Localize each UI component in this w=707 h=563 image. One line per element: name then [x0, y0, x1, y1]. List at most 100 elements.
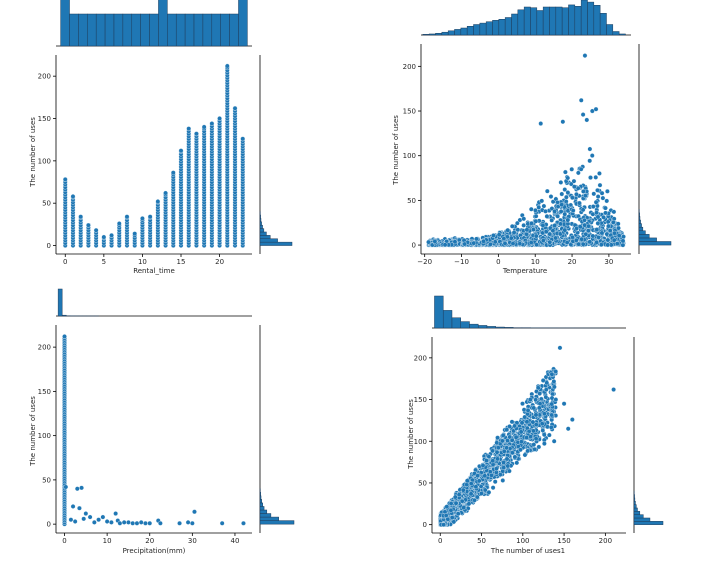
scatter-point — [543, 387, 549, 393]
scatter-point — [587, 239, 593, 245]
scatter-point — [448, 501, 454, 506]
marginal-y-bar — [259, 513, 272, 518]
scatter-point — [147, 214, 153, 220]
marginal-x-bar — [104, 13, 115, 47]
y-tick-label: 100 — [403, 152, 416, 160]
scatter-point — [524, 227, 530, 233]
scatter-point — [574, 191, 579, 197]
scatter-point — [606, 223, 611, 229]
marginal-x-bar — [131, 13, 141, 47]
scatter-point — [515, 227, 521, 233]
scatter-point — [452, 494, 458, 500]
x-tick-label: 10 — [531, 258, 540, 266]
scatter-point — [616, 233, 622, 239]
scatter-point — [192, 509, 197, 515]
scatter-point — [86, 222, 91, 228]
scatter-point — [509, 419, 515, 425]
scatter-point — [546, 432, 552, 438]
marginal-y-bar — [633, 507, 638, 512]
y-tick-label: 0 — [47, 521, 51, 529]
scatter-point — [561, 401, 567, 407]
x-tick-label: 5 — [102, 258, 106, 266]
scatter-point — [544, 188, 550, 194]
scatter-point — [536, 405, 542, 411]
scatter-point — [494, 466, 499, 472]
scatter-point — [562, 187, 568, 192]
scatter-point — [582, 193, 588, 199]
scatter-point — [474, 494, 480, 500]
scatter-point — [520, 401, 525, 407]
panel-number-of-uses1: The number of uses1 The number of uses 0… — [407, 295, 664, 555]
scatter-point — [525, 407, 531, 413]
scatter-point — [582, 217, 587, 223]
scatter-point — [532, 446, 538, 452]
scatter-point — [232, 105, 238, 111]
scatter-point — [502, 241, 508, 246]
scatter-point — [525, 448, 531, 454]
marginal-x-bar — [460, 27, 468, 36]
scatter-point — [100, 514, 106, 520]
scatter-point — [134, 520, 140, 526]
x-axis-title: Temperature — [502, 267, 547, 275]
marginal-x-bar — [599, 13, 607, 36]
scatter-point — [451, 519, 457, 525]
marginal-y-bar — [259, 502, 263, 507]
scatter-point — [70, 194, 76, 199]
scatter-point — [504, 427, 510, 433]
scatter-point — [576, 241, 582, 247]
marginal-y-bar — [259, 238, 278, 243]
x-tick-label: −10 — [454, 258, 469, 266]
marginal-x-bar — [95, 13, 106, 47]
scatter-point — [542, 411, 547, 417]
scatter-point — [529, 220, 534, 226]
y-tick-label: 50 — [418, 479, 427, 487]
scatter-point — [509, 437, 515, 443]
scatter-point — [540, 238, 546, 243]
scatter-point — [518, 429, 524, 435]
y-tick-label: 200 — [38, 73, 51, 81]
scatter-point — [504, 445, 510, 451]
scatter-point — [77, 505, 82, 511]
scatter-point — [587, 158, 593, 164]
scatter-point — [466, 501, 472, 507]
scatter-point — [109, 232, 114, 238]
marginal-y-bar — [633, 517, 651, 522]
scatter-point — [504, 456, 510, 462]
marginal-x-bar — [511, 13, 519, 36]
scatter-point — [544, 380, 550, 386]
marginal-y-bar — [259, 224, 263, 229]
y-tick-label: 50 — [42, 200, 51, 208]
scatter-point — [486, 489, 492, 495]
y-tick-label: 150 — [403, 108, 416, 116]
scatter-point — [549, 401, 555, 407]
scatter-point — [117, 520, 123, 526]
scatter-point — [590, 204, 596, 209]
scatter-point — [598, 242, 604, 248]
scatter-point — [189, 520, 195, 526]
scatter-point — [594, 239, 600, 245]
marginal-x-bar — [428, 33, 436, 36]
scatter-point — [583, 231, 589, 237]
scatter-point — [570, 195, 575, 201]
marginal-y-bar — [638, 219, 641, 224]
marginal-x-bar — [57, 288, 63, 317]
scatter-point — [595, 220, 601, 226]
scatter-point — [565, 175, 571, 181]
scatter-point — [553, 369, 559, 374]
scatter-point — [559, 191, 565, 197]
marginal-x-bar — [193, 13, 204, 47]
scatter-point — [536, 204, 542, 210]
scatter-point — [194, 131, 199, 137]
x-tick-label: 0 — [438, 537, 442, 545]
x-tick-label: 10 — [138, 258, 147, 266]
x-tick-label: 100 — [516, 537, 529, 545]
scatter-point — [549, 412, 555, 418]
scatter-point — [480, 463, 486, 468]
scatter-point — [543, 394, 549, 400]
scatter-point — [533, 422, 539, 427]
scatter-point — [68, 517, 74, 523]
scatter-point — [524, 419, 530, 425]
scatter-point — [486, 454, 492, 459]
marginal-y-bar — [259, 495, 262, 500]
scatter-point — [589, 153, 595, 158]
